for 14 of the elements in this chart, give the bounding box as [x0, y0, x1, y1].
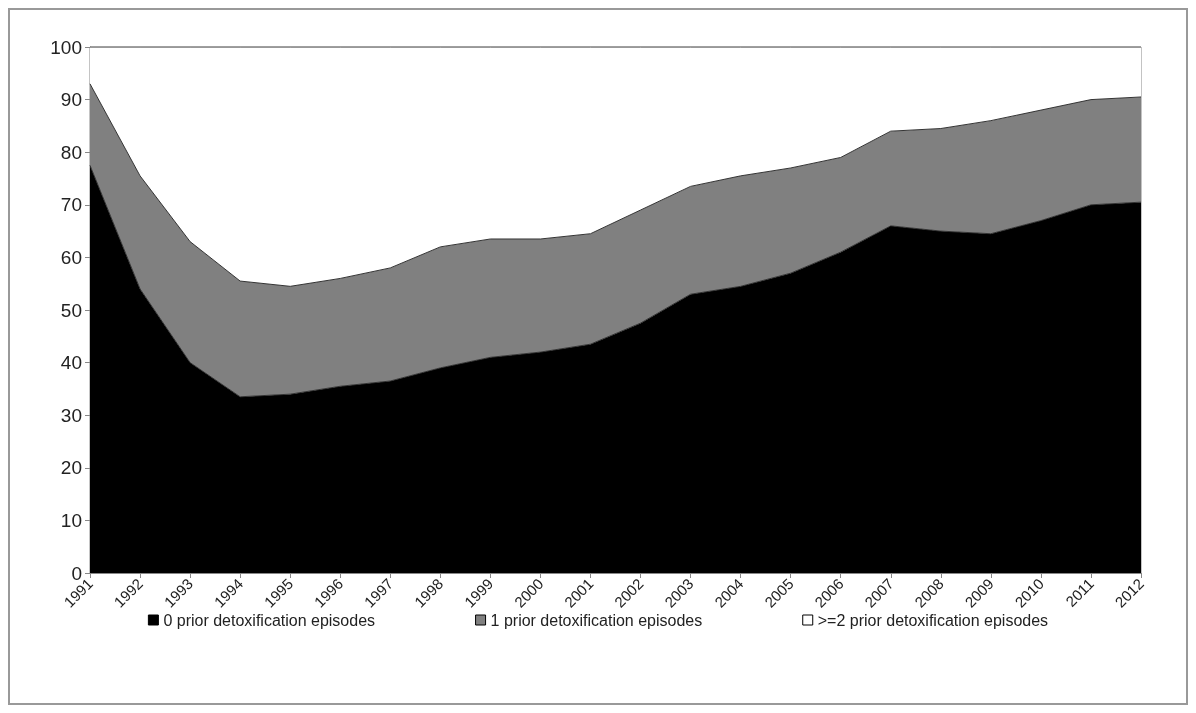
- y-tick-label: 80: [60, 141, 82, 163]
- legend-label: 0 prior detoxification episodes: [163, 611, 376, 629]
- legend-label: 1 prior detoxification episodes: [490, 611, 703, 629]
- y-tick-label: 60: [60, 246, 82, 268]
- y-tick-label: 0: [71, 562, 82, 584]
- y-tick-label: 10: [60, 509, 82, 531]
- y-tick-label: 100: [50, 36, 82, 58]
- y-tick-label: 70: [60, 194, 82, 216]
- y-tick-label: 30: [60, 404, 82, 426]
- y-tick-label: 50: [60, 299, 82, 321]
- y-tick-label: 20: [60, 457, 82, 479]
- y-tick-label: 90: [60, 89, 82, 111]
- legend-label: >=2 prior detoxification episodes: [817, 611, 1049, 629]
- y-tick-label: 40: [60, 352, 82, 374]
